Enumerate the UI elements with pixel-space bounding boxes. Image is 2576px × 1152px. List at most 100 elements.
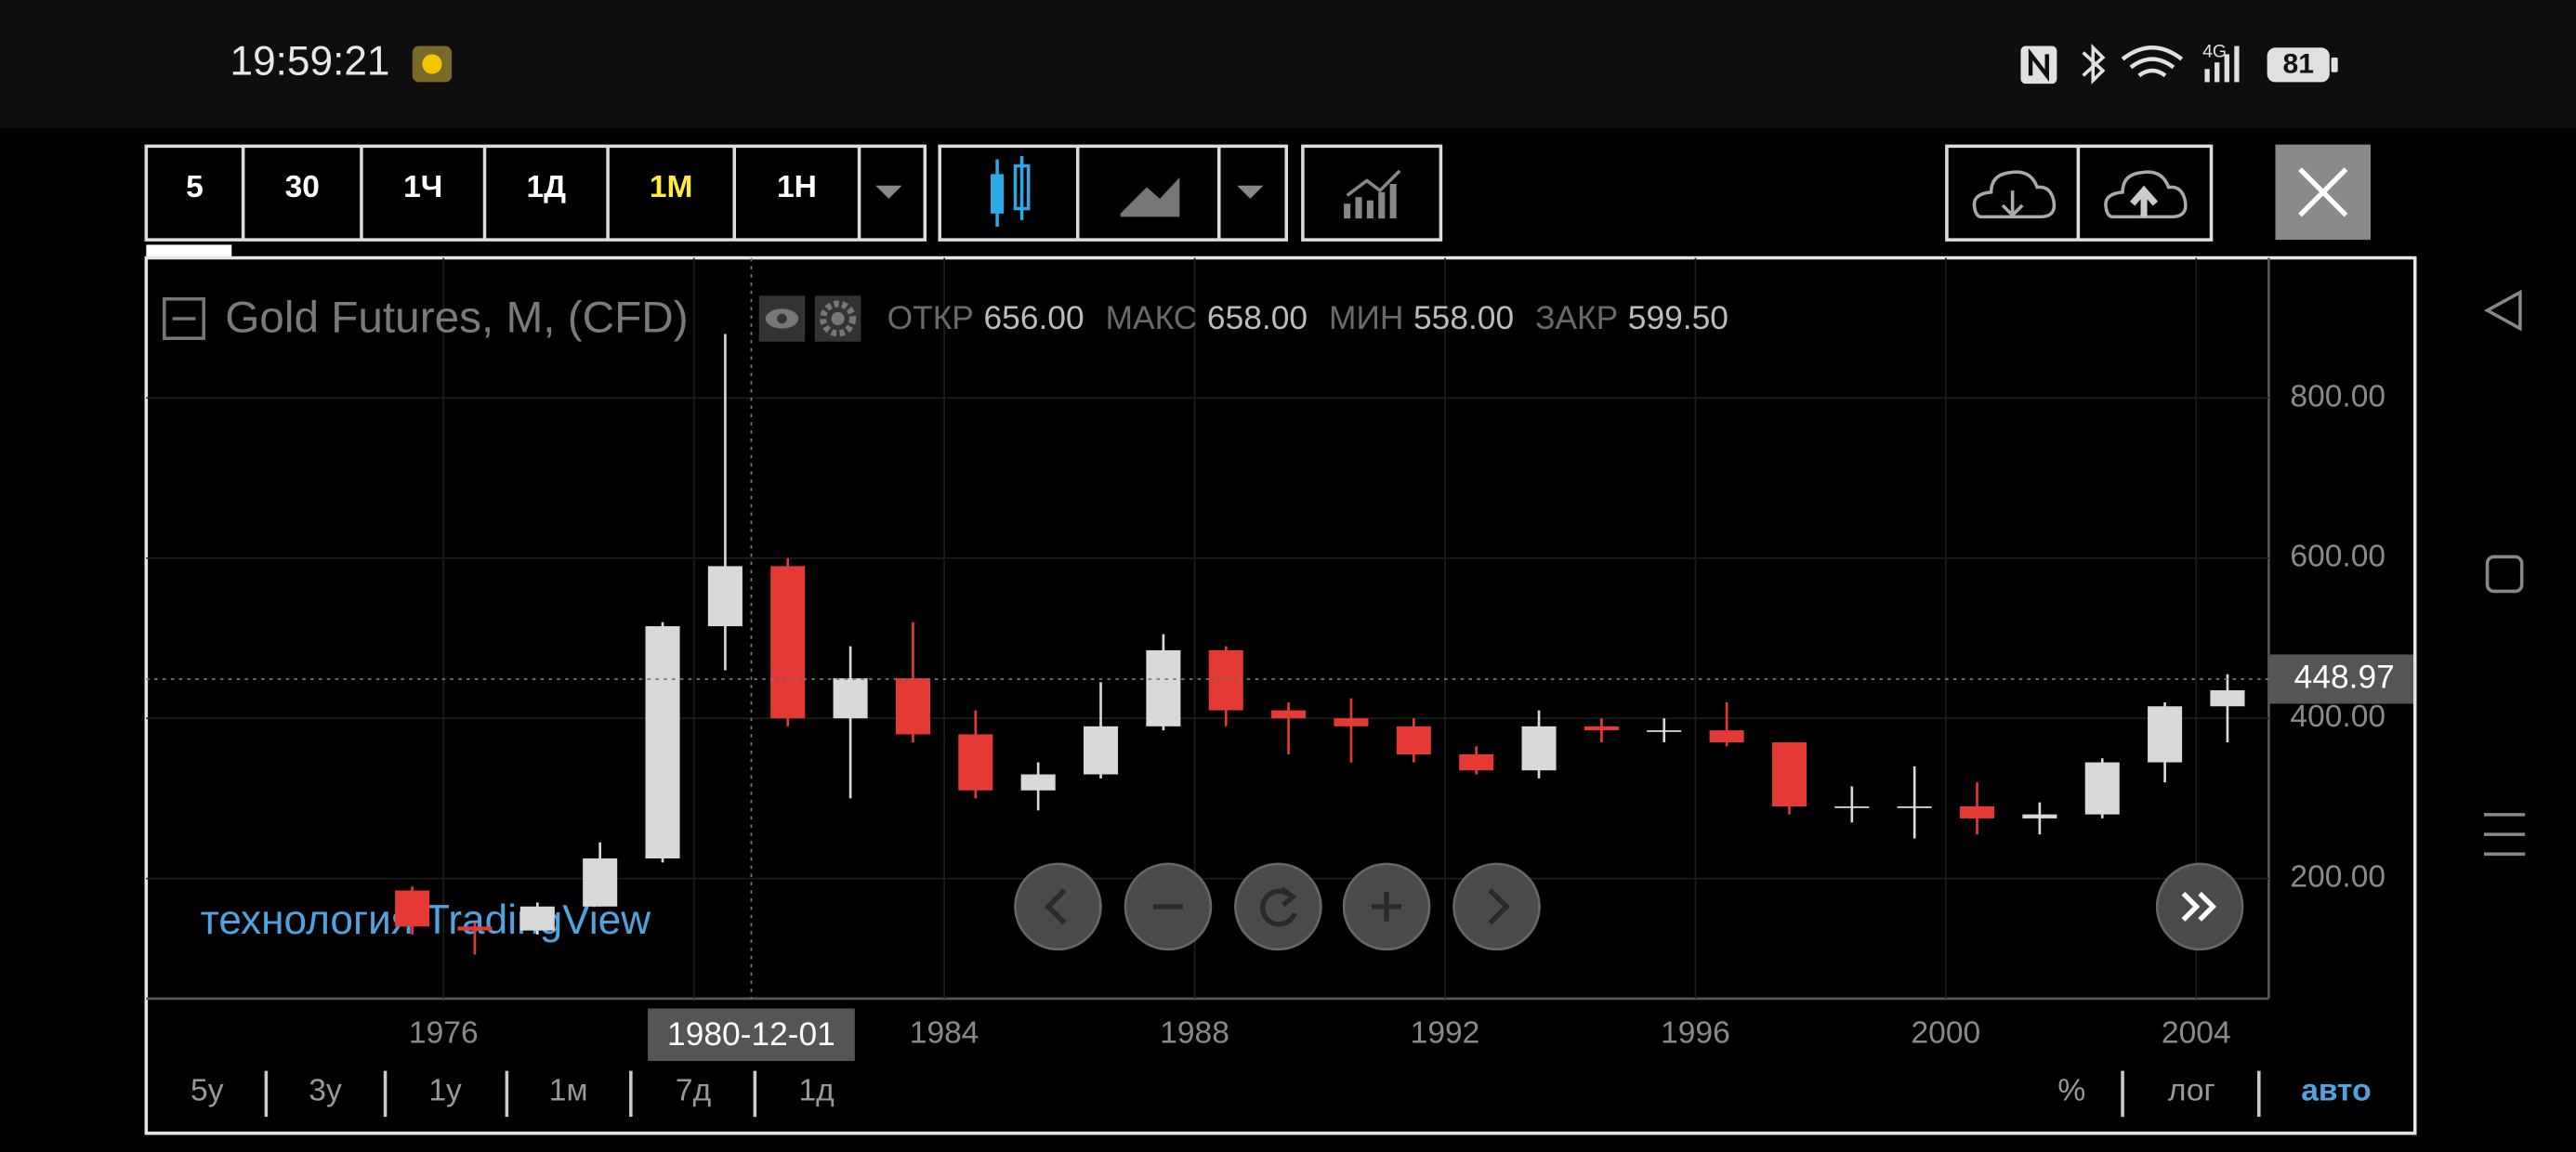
settings-icon-part[interactable] <box>831 311 845 326</box>
clock: 19:59:21 <box>230 39 390 85</box>
chart-type-dropdown[interactable] <box>1237 185 1264 199</box>
chart-panel <box>144 255 2417 1135</box>
battery-icon-part <box>2267 47 2330 83</box>
x-tick-label: 2004 <box>2162 1016 2231 1051</box>
toolbar: 5 30 1Ч 1Д 1М 1Н <box>144 144 927 242</box>
x-tick-label: 1992 <box>1411 1016 1480 1051</box>
settings-icon-part[interactable] <box>820 300 857 337</box>
indicators-button-part-part[interactable] <box>1355 197 1362 219</box>
indicators-button-part-part[interactable] <box>1344 203 1351 219</box>
interval-button[interactable]: 1Д <box>527 170 567 204</box>
bluetooth-icon <box>2082 44 2106 85</box>
range-button[interactable]: 1м <box>549 1074 588 1108</box>
y-tick-label: 400.00 <box>2290 700 2385 734</box>
cloud-buttons-part[interactable] <box>1972 170 2057 219</box>
scale-button[interactable]: % <box>2057 1074 2085 1108</box>
nav-icon <box>1045 888 1067 925</box>
candle-body <box>1020 774 1056 791</box>
nav-button[interactable] <box>1014 862 1102 951</box>
android-back[interactable] <box>2483 289 2522 332</box>
indicators-button-part-part[interactable] <box>1389 184 1397 219</box>
signal-icon-part <box>2204 69 2210 83</box>
indicators-button-part[interactable] <box>1346 169 1401 197</box>
scale-button[interactable]: лог <box>2168 1074 2215 1108</box>
candles-button-part[interactable] <box>1013 164 1031 211</box>
candle-body <box>1146 649 1181 727</box>
indicators-button-part[interactable] <box>1344 184 1397 219</box>
indicators-button-part[interactable] <box>1301 144 1443 242</box>
nav-button[interactable] <box>1234 862 1322 951</box>
cloud-buttons-part[interactable] <box>2130 185 2159 217</box>
crosshair-date-box <box>648 1008 855 1062</box>
range-button[interactable]: 1у <box>428 1074 462 1108</box>
readout-value: 658.00 <box>1207 300 1308 336</box>
visibility-icon[interactable] <box>758 295 806 342</box>
line-chart-button[interactable] <box>1120 177 1180 217</box>
wifi-icon <box>2121 46 2184 78</box>
candles-button[interactable] <box>991 155 1031 227</box>
android-home[interactable] <box>2485 555 2524 594</box>
nfc-icon-part <box>2028 47 2049 82</box>
close-button[interactable] <box>2275 144 2372 241</box>
chart-type-group <box>938 144 1288 242</box>
candle-body <box>1584 726 1619 731</box>
candle-body <box>958 734 993 791</box>
candle-body <box>1396 726 1431 754</box>
x-tick-label: 1984 <box>910 1016 979 1051</box>
x-tick-label: 1996 <box>1661 1016 1730 1051</box>
chart-title: Gold Futures, M, (CFD) <box>225 293 688 342</box>
range-button[interactable]: 1д <box>798 1074 835 1108</box>
nav-icon <box>1372 891 1401 922</box>
close-button-part[interactable] <box>2298 167 2348 217</box>
nav-button[interactable] <box>1452 862 1541 951</box>
collapse-icon[interactable] <box>163 296 205 340</box>
readout-value: 558.00 <box>1413 300 1514 336</box>
collapse-icon-part[interactable] <box>163 296 205 340</box>
cloud-buttons-part[interactable] <box>2001 190 2024 218</box>
plot-area: 200.00400.00600.00800.001976198019841988… <box>146 257 2413 1062</box>
nfc-icon <box>2020 46 2057 85</box>
candle-body <box>1834 806 1870 808</box>
readout-value: 599.50 <box>1628 300 1728 336</box>
interval-button[interactable]: 30 <box>285 170 320 204</box>
candle-body <box>519 906 555 931</box>
interval-dropdown[interactable] <box>875 185 902 199</box>
candle-body <box>1084 726 1119 775</box>
candle-body <box>1647 730 1682 732</box>
x-tick-label: 2000 <box>1911 1016 1980 1051</box>
ohlc-readout: ОТКР 656.00 МАКС 658.00 МИН 558.00 ЗАКР 599.50 <box>887 300 1728 336</box>
signal-icon <box>2204 46 2240 83</box>
panel-tab[interactable] <box>146 244 232 258</box>
candle-body <box>1208 649 1243 711</box>
interval-button[interactable]: 5 <box>186 170 204 204</box>
interval-button[interactable]: 1Ч <box>403 170 442 204</box>
interval-button[interactable]: 1М <box>650 170 693 204</box>
readout-label: МАКС <box>1106 300 1198 336</box>
wifi-icon-part <box>2121 46 2184 61</box>
candle-body <box>1771 742 1807 807</box>
crosshair-price-box <box>2268 654 2413 704</box>
candle-body <box>770 566 806 719</box>
range-button[interactable]: 7д <box>676 1074 712 1108</box>
candle-body <box>1334 718 1369 727</box>
interval-button[interactable]: 1Н <box>777 170 817 204</box>
indicators-button-part-part[interactable] <box>1366 200 1373 219</box>
visibility-icon-part[interactable] <box>777 313 787 324</box>
candles-button-part[interactable] <box>991 174 1005 214</box>
android-recents[interactable] <box>2484 813 2526 857</box>
scale-button[interactable]: авто <box>2301 1074 2371 1108</box>
readout-label: ЗАКР <box>1535 300 1618 336</box>
candle-body <box>1709 730 1744 743</box>
cloud-buttons[interactable] <box>1945 144 2214 242</box>
cloud-buttons-part[interactable] <box>2104 170 2188 219</box>
range-button[interactable]: 3у <box>309 1074 342 1108</box>
indicators-button-part-part[interactable] <box>1378 191 1386 219</box>
wifi-icon-part <box>2129 57 2175 70</box>
range-button[interactable]: 5у <box>191 1074 224 1108</box>
candle-body <box>1271 710 1307 719</box>
battery-icon <box>2267 47 2338 83</box>
indicators-button[interactable] <box>1301 144 1443 242</box>
candle-body <box>2210 690 2245 707</box>
settings-icon[interactable] <box>814 295 861 342</box>
